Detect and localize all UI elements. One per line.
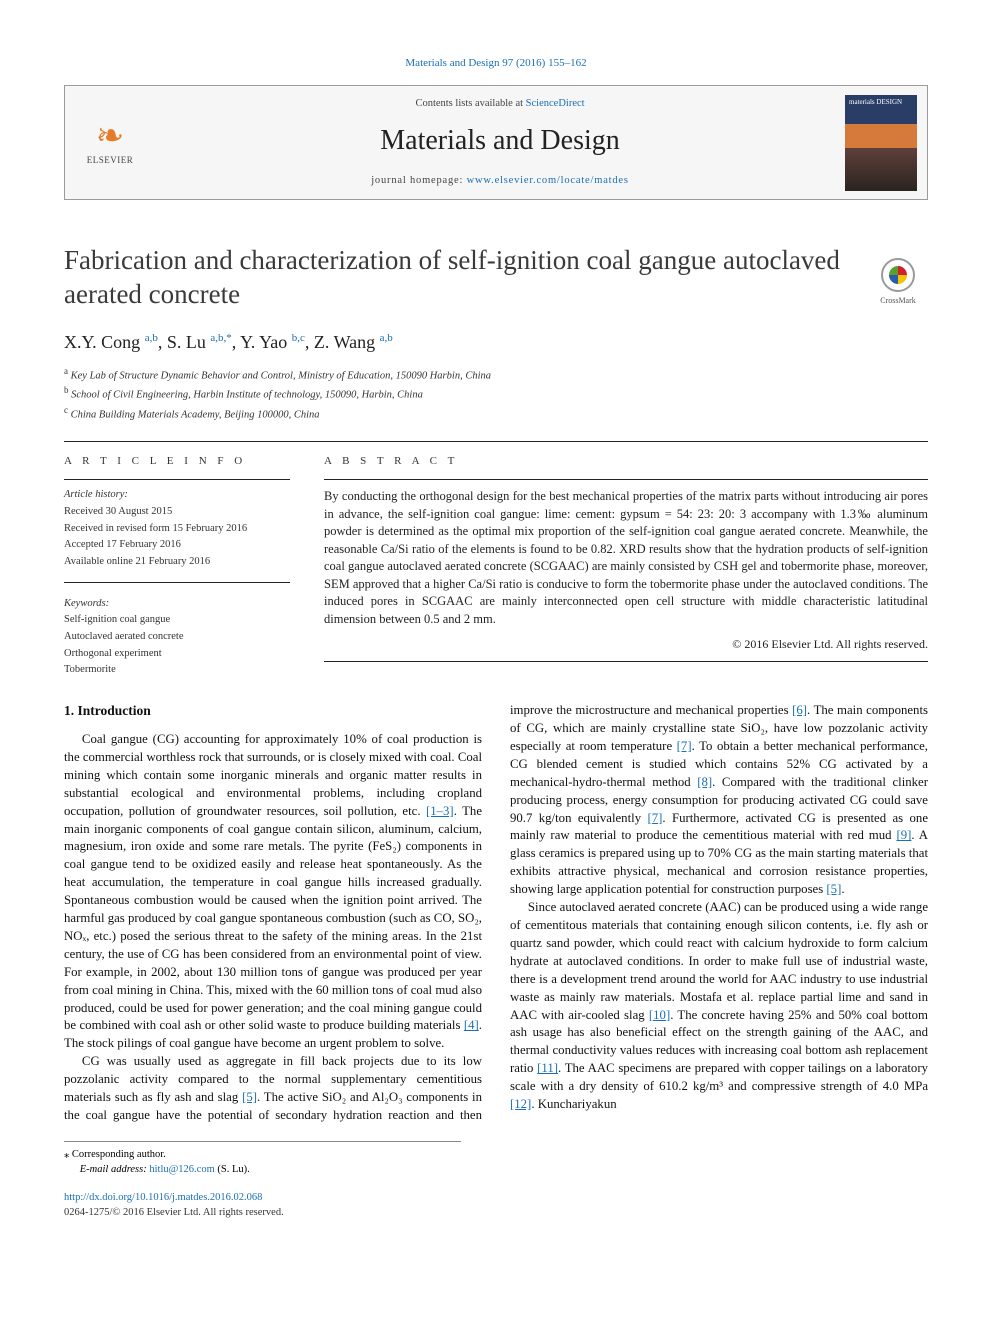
page-footer: http://dx.doi.org/10.1016/j.matdes.2016.… — [64, 1191, 928, 1220]
abstract-heading: A B S T R A C T — [324, 454, 928, 469]
corresponding-label: ⁎ Corresponding author. — [64, 1148, 461, 1163]
elsevier-logo[interactable]: ❧ ELSEVIER — [65, 86, 155, 199]
cover-text: materials DESIGN — [849, 99, 902, 107]
corresponding-email-link[interactable]: hitlu@126.com — [149, 1164, 214, 1175]
sciencedirect-link[interactable]: ScienceDirect — [526, 98, 585, 109]
article-info-heading: A R T I C L E I N F O — [64, 454, 290, 469]
keyword-1: Autoclaved aerated concrete — [64, 630, 290, 645]
section-divider — [64, 441, 928, 442]
email-tail: (S. Lu). — [215, 1164, 250, 1175]
contents-lists-text: Contents lists available at — [415, 98, 525, 109]
crossmark-icon — [881, 258, 915, 292]
journal-homepage-line: journal homepage: www.elsevier.com/locat… — [155, 174, 845, 189]
affiliation-a: a Key Lab of Structure Dynamic Behavior … — [64, 365, 928, 384]
affiliation-b: b School of Civil Engineering, Harbin In… — [64, 384, 928, 403]
affiliations: a Key Lab of Structure Dynamic Behavior … — [64, 365, 928, 423]
intro-paragraph-1: Coal gangue (CG) accounting for approxim… — [64, 731, 482, 1053]
info-divider-2 — [64, 582, 290, 583]
info-divider — [64, 479, 290, 480]
citation-12[interactable]: [12] — [510, 1097, 531, 1111]
article-title: Fabrication and characterization of self… — [64, 244, 928, 312]
keyword-0: Self-ignition coal gangue — [64, 613, 290, 628]
crossmark-label: CrossMark — [868, 295, 928, 306]
affiliation-c: c China Building Materials Academy, Beij… — [64, 404, 928, 423]
abstract-text: By conducting the orthogonal design for … — [324, 488, 928, 628]
abstract-divider — [324, 479, 928, 480]
abstract-block: A B S T R A C T By conducting the orthog… — [324, 454, 928, 680]
history-accepted: Accepted 17 February 2016 — [64, 538, 290, 553]
citation-7b[interactable]: [7] — [647, 811, 662, 825]
journal-title: Materials and Design — [155, 121, 845, 160]
elsevier-tree-icon: ❧ — [87, 120, 134, 154]
citation-8[interactable]: [8] — [697, 775, 712, 789]
issn-copyright-line: 0264-1275/© 2016 Elsevier Ltd. All right… — [64, 1206, 928, 1221]
history-revised: Received in revised form 15 February 201… — [64, 522, 290, 537]
contents-lists-line: Contents lists available at ScienceDirec… — [155, 97, 845, 112]
email-label: E-mail address: — [80, 1164, 150, 1175]
journal-homepage-link[interactable]: www.elsevier.com/locate/matdes — [467, 175, 629, 186]
citation-1-3[interactable]: [1–3] — [426, 804, 454, 818]
citation-4[interactable]: [4] — [464, 1018, 479, 1032]
citation-5a[interactable]: [5] — [242, 1090, 257, 1104]
author-3[interactable]: Z. Wang a,b — [314, 332, 393, 352]
history-received: Received 30 August 2015 — [64, 505, 290, 520]
journal-citation[interactable]: Materials and Design 97 (2016) 155–162 — [64, 56, 928, 71]
journal-header: ❧ ELSEVIER Contents lists available at S… — [64, 85, 928, 200]
citation-11[interactable]: [11] — [537, 1061, 558, 1075]
citation-5b[interactable]: [5] — [826, 882, 841, 896]
authors-line: X.Y. Cong a,b, S. Lu a,b,*, Y. Yao b,c, … — [64, 330, 928, 355]
keyword-3: Tobermorite — [64, 663, 290, 678]
keywords-head: Keywords: — [64, 597, 290, 612]
citation-9[interactable]: [9] — [896, 828, 911, 842]
article-info-block: A R T I C L E I N F O Article history: R… — [64, 454, 290, 680]
abstract-bottom-divider — [324, 661, 928, 662]
history-online: Available online 21 February 2016 — [64, 555, 290, 570]
homepage-prefix: journal homepage: — [371, 175, 466, 186]
journal-cover-thumbnail[interactable]: materials DESIGN — [845, 95, 917, 191]
author-0[interactable]: X.Y. Cong a,b — [64, 332, 158, 352]
intro-paragraph-3: Since autoclaved aerated concrete (AAC) … — [510, 899, 928, 1114]
citation-10[interactable]: [10] — [649, 1008, 670, 1022]
article-history-head: Article history: — [64, 488, 290, 503]
keyword-2: Orthogonal experiment — [64, 647, 290, 662]
elsevier-wordmark: ELSEVIER — [87, 154, 134, 167]
abstract-copyright: © 2016 Elsevier Ltd. All rights reserved… — [324, 636, 928, 653]
citation-7a[interactable]: [7] — [677, 739, 692, 753]
section-1-heading: 1. Introduction — [64, 702, 482, 721]
article-body: 1. Introduction Coal gangue (CG) account… — [64, 702, 928, 1125]
doi-link[interactable]: http://dx.doi.org/10.1016/j.matdes.2016.… — [64, 1192, 262, 1203]
author-2[interactable]: Y. Yao b,c — [240, 332, 305, 352]
corresponding-author-note: ⁎ Corresponding author. E-mail address: … — [64, 1141, 461, 1177]
crossmark-badge[interactable]: CrossMark — [868, 258, 928, 306]
citation-6[interactable]: [6] — [792, 703, 807, 717]
author-1[interactable]: S. Lu a,b,* — [167, 332, 232, 352]
